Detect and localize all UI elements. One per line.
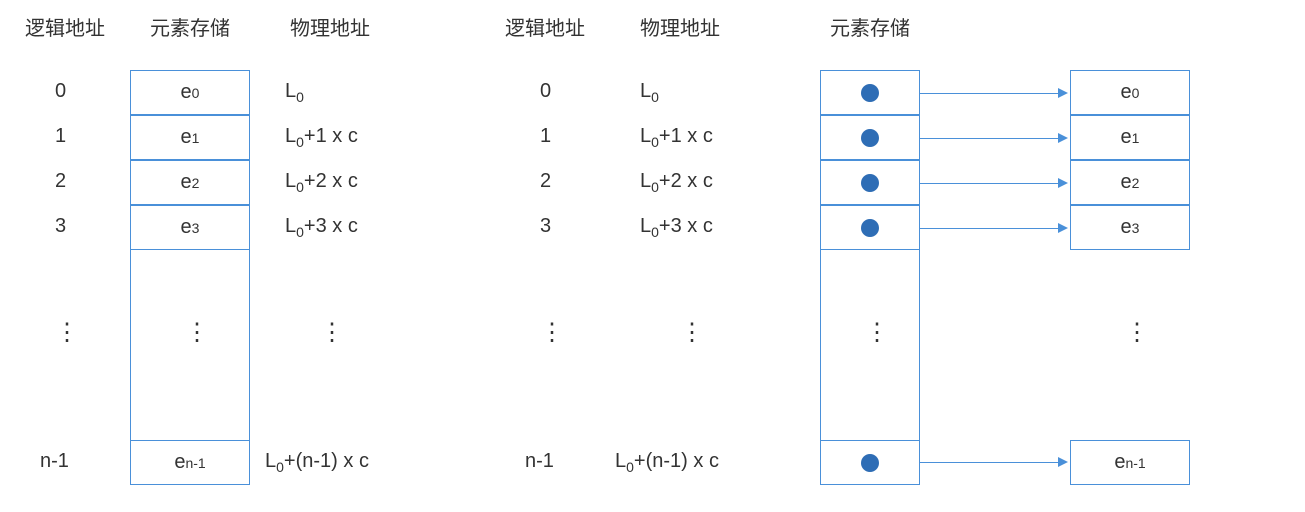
right-pointer-1 [820, 115, 920, 160]
left-physical-last: L0+(n-1) x c [265, 450, 369, 475]
right-pointer-3 [820, 205, 920, 250]
right-pointer-last [820, 440, 920, 485]
pointer-dot-icon [861, 219, 879, 237]
right-logical-last: n-1 [525, 450, 554, 473]
pointer-dot-icon [861, 129, 879, 147]
right-physical-last: L0+(n-1) x c [615, 450, 719, 475]
right-physical-ellipsis: ⋮ [680, 330, 704, 336]
right-arrow-0 [920, 93, 1060, 94]
right-header-logical: 逻辑地址 [495, 12, 595, 41]
left-physical-2: L0+2 x c [285, 170, 358, 195]
left-storage-0: e0 [130, 70, 250, 115]
left-logical-ellipsis: ⋮ [55, 330, 79, 336]
right-arrowhead-1 [1058, 133, 1068, 143]
right-physical-0: L0 [640, 80, 659, 105]
right-physical-1: L0+1 x c [640, 125, 713, 150]
right-logical-ellipsis: ⋮ [540, 330, 564, 336]
left-header-physical: 物理地址 [270, 12, 390, 41]
left-storage-last: en-1 [130, 440, 250, 485]
left-storage-ellipsis: ⋮ [185, 330, 209, 336]
right-physical-3: L0+3 x c [640, 215, 713, 240]
left-storage-3: e3 [130, 205, 250, 250]
right-arrow-2 [920, 183, 1060, 184]
right-header-physical: 物理地址 [620, 12, 740, 41]
left-storage-2: e2 [130, 160, 250, 205]
right-arrow-3 [920, 228, 1060, 229]
left-logical-0: 0 [55, 80, 66, 103]
right-logical-1: 1 [540, 125, 551, 148]
right-arrowhead-3 [1058, 223, 1068, 233]
right-arrowhead-last [1058, 457, 1068, 467]
right-pointer-2 [820, 160, 920, 205]
right-logical-3: 3 [540, 215, 551, 238]
left-physical-1: L0+1 x c [285, 125, 358, 150]
right-pointer-ellipsis: ⋮ [865, 330, 889, 336]
right-logical-2: 2 [540, 170, 551, 193]
left-storage-1: e1 [130, 115, 250, 160]
right-arrowhead-2 [1058, 178, 1068, 188]
right-logical-0: 0 [540, 80, 551, 103]
left-logical-2: 2 [55, 170, 66, 193]
right-target-last: en-1 [1070, 440, 1190, 485]
pointer-dot-icon [861, 174, 879, 192]
left-physical-ellipsis: ⋮ [320, 330, 344, 336]
pointer-dot-icon [861, 84, 879, 102]
right-target-2: e2 [1070, 160, 1190, 205]
right-arrow-last [920, 462, 1060, 463]
left-logical-last: n-1 [40, 450, 69, 473]
right-target-0: e0 [1070, 70, 1190, 115]
right-physical-2: L0+2 x c [640, 170, 713, 195]
right-target-3: e3 [1070, 205, 1190, 250]
right-arrowhead-0 [1058, 88, 1068, 98]
right-target-1: e1 [1070, 115, 1190, 160]
right-target-ellipsis: ⋮ [1125, 330, 1149, 336]
right-pointer-0 [820, 70, 920, 115]
left-physical-0: L0 [285, 80, 304, 105]
left-physical-3: L0+3 x c [285, 215, 358, 240]
left-logical-3: 3 [55, 215, 66, 238]
left-header-storage: 元素存储 [130, 12, 250, 41]
pointer-dot-icon [861, 454, 879, 472]
left-logical-1: 1 [55, 125, 66, 148]
right-arrow-1 [920, 138, 1060, 139]
right-header-storage: 元素存储 [810, 12, 930, 41]
left-header-logical: 逻辑地址 [15, 12, 115, 41]
